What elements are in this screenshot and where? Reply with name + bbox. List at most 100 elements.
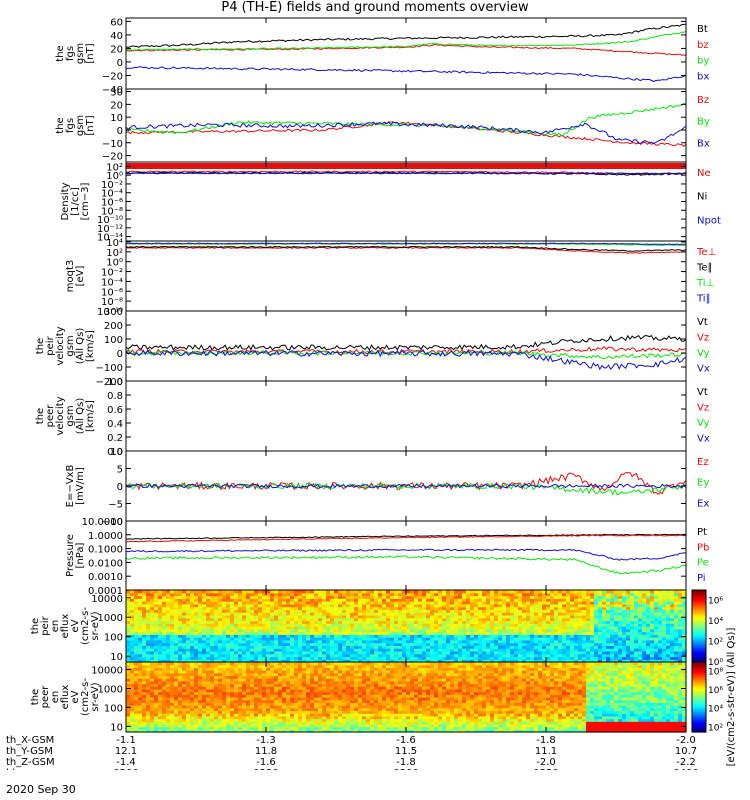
heatmap-cell [222, 634, 227, 638]
heatmap-cell [610, 626, 615, 630]
heatmap-cell [286, 656, 291, 660]
heatmap-cell [494, 623, 499, 627]
heatmap-cell [186, 639, 191, 644]
heatmap-cell [234, 715, 239, 720]
heatmap-cell [602, 648, 607, 652]
colorbar-segment [692, 640, 706, 643]
heatmap-cell [238, 639, 243, 644]
heatmap-cell [682, 648, 687, 652]
heatmap-cell [162, 670, 167, 674]
y-axis-label: the [55, 45, 66, 61]
heatmap-cell [366, 639, 371, 644]
heatmap-cell [582, 603, 587, 608]
heatmap-cell [430, 609, 435, 613]
heatmap-cell [386, 639, 391, 644]
heatmap-cell [482, 623, 487, 627]
heatmap-cell [462, 617, 467, 622]
heatmap-cell [214, 620, 219, 624]
heatmap-cell [446, 623, 451, 627]
heatmap-cell [418, 648, 423, 652]
heatmap-cell [622, 650, 627, 655]
heatmap-cell [458, 634, 463, 638]
y-tick-label: 10⁻² [101, 180, 123, 191]
legend-label: bz [697, 40, 709, 51]
heatmap-cell [518, 617, 523, 622]
heatmap-cell [514, 626, 519, 630]
heatmap-cell [598, 645, 603, 649]
heatmap-cell [218, 609, 223, 613]
heatmap-cell [466, 623, 471, 627]
heatmap-cell [534, 606, 539, 610]
heatmap-cell [646, 637, 651, 641]
y-axis-label: peer [40, 685, 51, 709]
heatmap-cell [378, 590, 383, 594]
heatmap-cell [486, 614, 491, 619]
heatmap-cell [190, 614, 195, 619]
heatmap-cell [590, 642, 595, 646]
heatmap-cell [610, 592, 615, 597]
heatmap-cell [166, 694, 171, 698]
heatmap-cell [170, 664, 175, 668]
heatmap-cell [158, 634, 163, 638]
heatmap-cell [430, 637, 435, 641]
heatmap-cell [154, 664, 159, 668]
heatmap-cell [222, 707, 227, 712]
heatmap-cell [286, 626, 291, 630]
heatmap-cell [258, 606, 263, 610]
heatmap-cell [562, 656, 567, 660]
heatmap-cell [270, 612, 275, 616]
heatmap-cell [190, 721, 195, 725]
heatmap-cell [242, 699, 247, 703]
heatmap-cell [182, 592, 187, 597]
heatmap-cell [542, 653, 547, 658]
heatmap-cell [354, 592, 359, 597]
heatmap-cell [358, 634, 363, 638]
heatmap-cell [402, 592, 407, 597]
heatmap-cell [650, 620, 655, 624]
heatmap-cell [174, 707, 179, 712]
heatmap-cell [238, 705, 243, 709]
heatmap-cell [590, 659, 595, 663]
heatmap-cell [674, 606, 679, 610]
heatmap-cell [526, 653, 531, 658]
heatmap-cell [550, 623, 555, 627]
heatmap-cell [254, 705, 259, 709]
heatmap-cell [450, 620, 455, 624]
heatmap-cell [126, 603, 131, 608]
heatmap-cell [574, 642, 579, 646]
heatmap-cell [202, 617, 207, 622]
heatmap-cell [178, 678, 183, 682]
heatmap-cell [542, 592, 547, 597]
heatmap-cell [622, 634, 627, 638]
heatmap-cell [170, 694, 175, 698]
heatmap-cell [246, 662, 251, 666]
heatmap-cell [134, 702, 139, 706]
heatmap-cell [126, 642, 131, 646]
heatmap-cell [558, 637, 563, 641]
heatmap-cell [486, 648, 491, 652]
heatmap-cell [478, 639, 483, 644]
heatmap-cell [142, 620, 147, 624]
heatmap-cell [210, 645, 215, 649]
heatmap-cell [138, 598, 143, 602]
heatmap-cell [154, 697, 159, 701]
heatmap-cell [350, 639, 355, 644]
heatmap-cell [486, 628, 491, 633]
heatmap-cell [318, 653, 323, 658]
heatmap-cell [598, 626, 603, 630]
heatmap-cell [562, 623, 567, 627]
heatmap-cell [266, 637, 271, 641]
heatmap-cell [482, 645, 487, 649]
heatmap-cell [330, 628, 335, 633]
y-tick-label: 10⁻¹⁰ [97, 307, 123, 318]
heatmap-cell [170, 691, 175, 695]
y-axis-label: [nT] [85, 115, 96, 135]
heatmap-cell [138, 628, 143, 633]
heatmap-cell [174, 648, 179, 652]
heatmap-cell [194, 634, 199, 638]
heatmap-cell [374, 592, 379, 597]
heatmap-cell [618, 639, 623, 644]
heatmap-cell [154, 620, 159, 624]
heatmap-cell [398, 645, 403, 649]
heatmap-cell [258, 631, 263, 635]
